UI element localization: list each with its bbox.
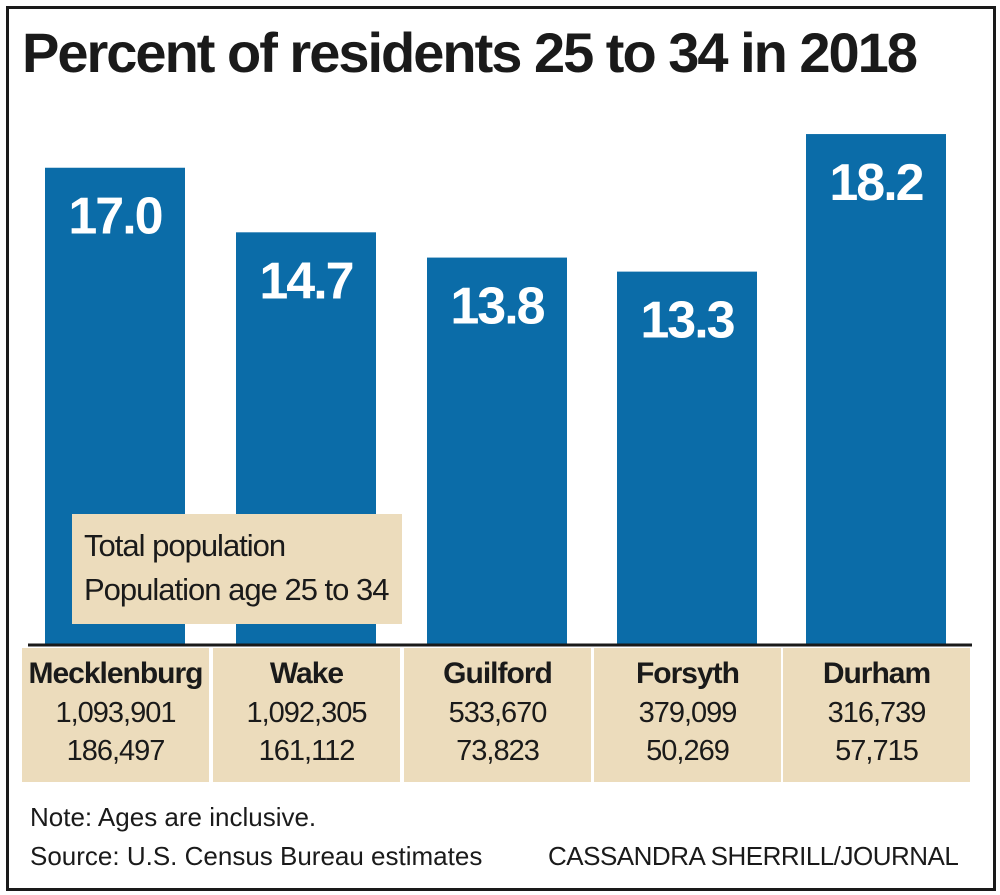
county-name: Mecklenburg <box>28 657 203 690</box>
population-25-34-value: 50,269 <box>646 735 730 767</box>
credit-text: CASSANDRA SHERRILL/JOURNAL <box>548 841 959 871</box>
bar-value-label: 13.3 <box>640 292 734 350</box>
total-population-value: 379,099 <box>638 697 738 729</box>
county-name: Guilford <box>443 657 553 690</box>
county-name: Durham <box>822 657 931 690</box>
total-population-value: 1,092,305 <box>246 697 367 729</box>
source-text: Source: U.S. Census Bureau estimates <box>30 841 483 871</box>
total-population-value: 1,093,901 <box>55 697 176 729</box>
population-25-34-value: 73,823 <box>456 735 540 767</box>
chart-title: Percent of residents 25 to 34 in 2018 <box>22 21 918 84</box>
bar-value-label: 18.2 <box>829 154 922 212</box>
county-name: Forsyth <box>635 657 740 690</box>
note-text: Note: Ages are inclusive. <box>30 802 317 832</box>
county-name: Wake <box>269 657 344 690</box>
bar-guilford <box>427 257 567 645</box>
county-cell: Durham 316,739 57,715 <box>783 648 970 782</box>
legend-total-population: Total population <box>84 528 286 563</box>
legend-population-25-34: Population age 25 to 34 <box>84 572 390 607</box>
county-cell: Wake 1,092,305 161,112 <box>213 648 400 782</box>
legend: Total population Population age 25 to 34 <box>72 514 402 624</box>
county-cell: Forsyth 379,099 50,269 <box>594 648 781 782</box>
bar-value-label: 13.8 <box>450 278 544 336</box>
county-cell: Mecklenburg 1,093,901 186,497 <box>22 648 209 782</box>
total-population-value: 533,670 <box>448 697 548 729</box>
bar-value-label: 14.7 <box>259 252 352 310</box>
bar-forsyth <box>617 271 757 645</box>
total-population-value: 316,739 <box>827 697 927 729</box>
population-25-34-value: 186,497 <box>66 735 166 767</box>
bar-durham <box>806 134 946 645</box>
population-25-34-value: 161,112 <box>258 735 356 767</box>
population-25-34-value: 57,715 <box>835 735 919 767</box>
county-cell: Guilford 533,670 73,823 <box>404 648 591 782</box>
bar-value-label: 17.0 <box>68 188 161 246</box>
